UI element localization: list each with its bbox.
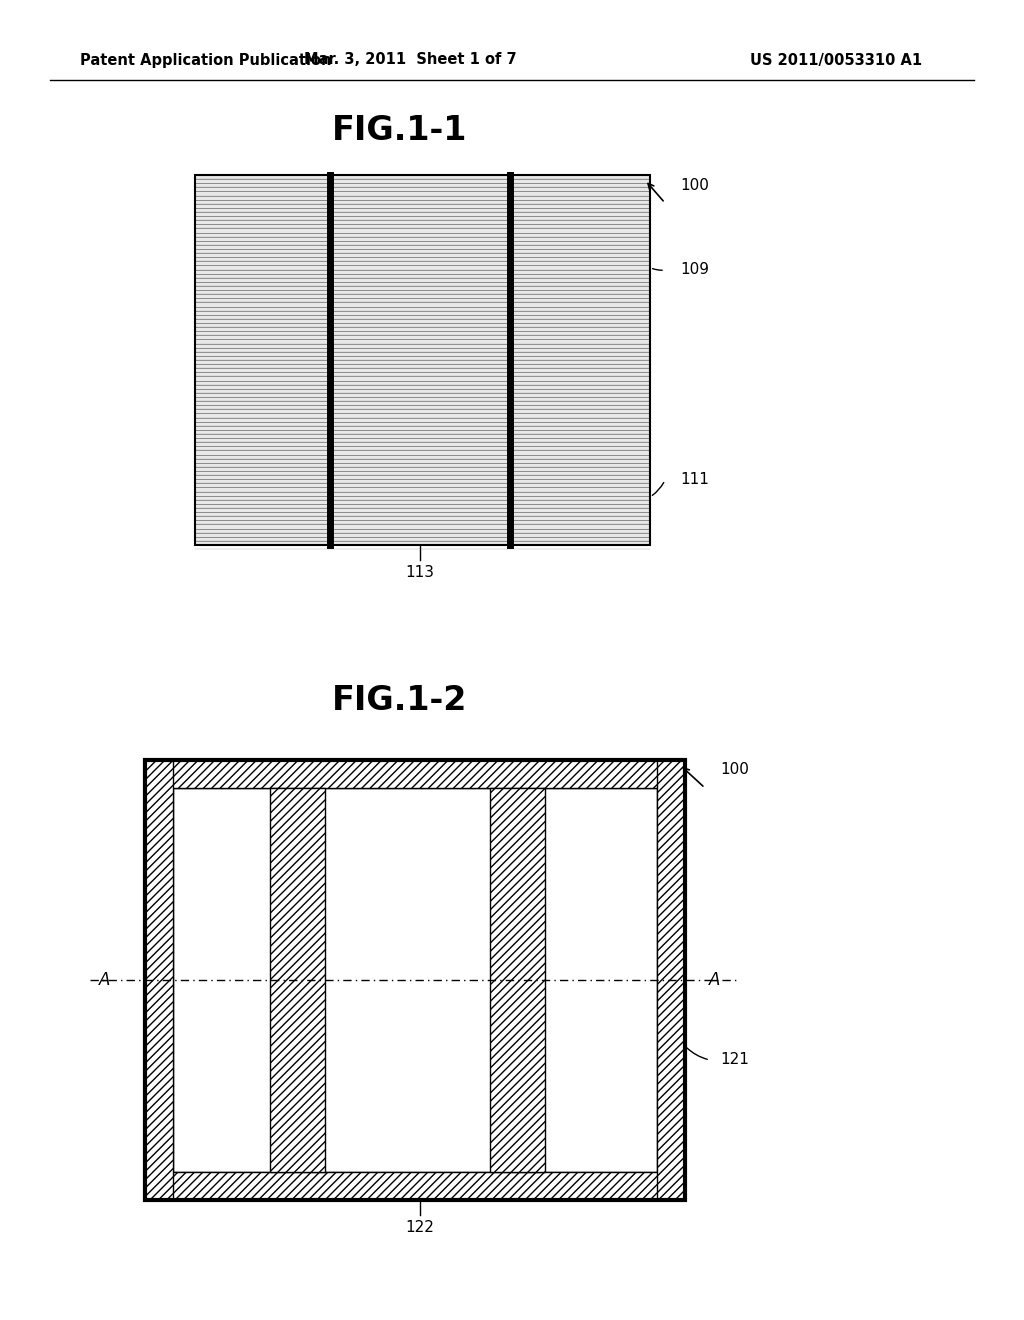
Bar	[145, 760, 685, 1200]
Text: Patent Application Publication: Patent Application Publication	[80, 53, 332, 67]
Bar	[145, 1172, 685, 1200]
Bar	[173, 788, 657, 1172]
Bar	[195, 176, 650, 545]
Text: Mar. 3, 2011  Sheet 1 of 7: Mar. 3, 2011 Sheet 1 of 7	[304, 53, 516, 67]
Bar	[145, 760, 685, 1200]
Text: A: A	[710, 972, 721, 989]
Bar	[195, 176, 650, 545]
Bar	[145, 760, 173, 1200]
Text: FIG.1-2: FIG.1-2	[333, 684, 468, 717]
Text: 121: 121	[720, 1052, 749, 1068]
Text: US 2011/0053310 A1: US 2011/0053310 A1	[750, 53, 923, 67]
Bar	[657, 760, 685, 1200]
Text: A: A	[99, 972, 111, 989]
Bar	[145, 760, 685, 788]
Text: 100: 100	[680, 177, 709, 193]
Text: 109: 109	[680, 263, 709, 277]
Text: 111: 111	[680, 473, 709, 487]
Text: FIG.1-1: FIG.1-1	[333, 114, 468, 147]
Text: 122: 122	[406, 1220, 434, 1236]
Text: 100: 100	[720, 763, 749, 777]
Bar	[490, 788, 545, 1172]
Bar	[270, 788, 325, 1172]
Text: 113: 113	[406, 565, 434, 579]
